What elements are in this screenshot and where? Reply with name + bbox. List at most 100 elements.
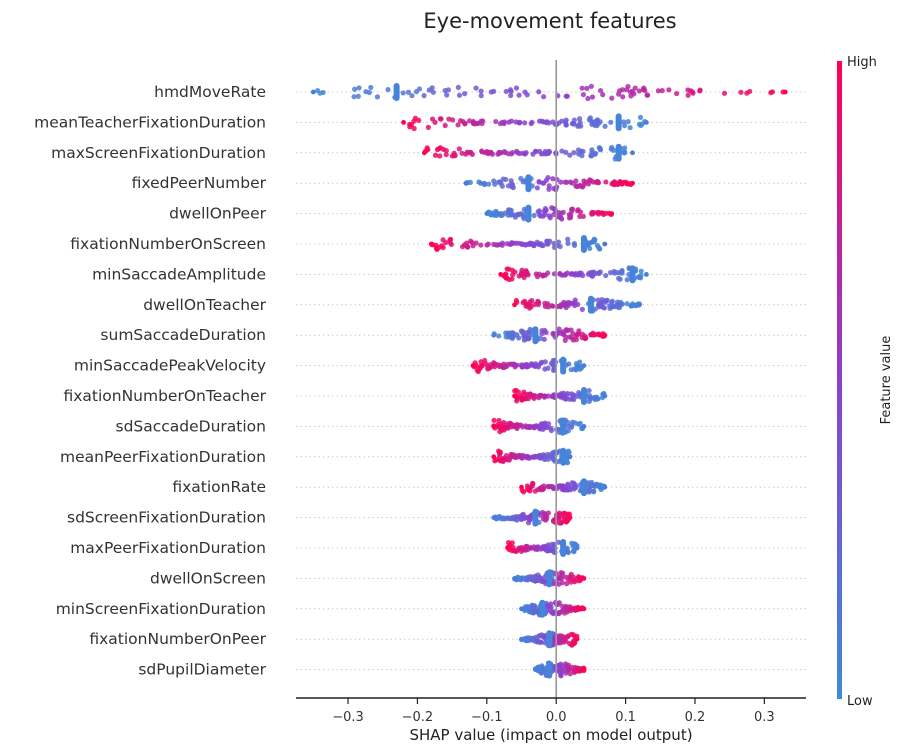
shap-point — [560, 570, 566, 576]
shap-point — [546, 238, 553, 244]
min-point — [519, 606, 524, 612]
shap-point — [494, 242, 501, 248]
min-point — [491, 454, 497, 460]
shap-point — [688, 88, 694, 94]
shap-point — [462, 121, 468, 127]
shap-point — [539, 243, 545, 249]
low-value-cluster — [546, 660, 553, 679]
shap-point — [565, 327, 571, 333]
shap-point — [560, 209, 566, 215]
min-point — [491, 424, 497, 429]
shap-point — [563, 334, 569, 341]
shap-point — [545, 301, 551, 307]
shap-point — [537, 452, 543, 458]
shap-point — [416, 86, 423, 92]
shap-point — [536, 148, 543, 154]
shap-point — [579, 85, 585, 91]
shap-point — [589, 479, 595, 486]
shap-point — [721, 90, 728, 96]
shap-point — [491, 241, 497, 247]
feature-label: maxScreenFixationDuration — [51, 144, 266, 162]
shap-point — [532, 148, 539, 154]
shap-point — [456, 146, 462, 152]
shap-point — [597, 87, 604, 94]
shap-point — [558, 179, 564, 185]
shap-point — [448, 241, 454, 248]
shap-point — [570, 632, 577, 638]
shap-point — [576, 421, 582, 427]
shap-point — [560, 603, 566, 609]
shap-point — [529, 297, 535, 304]
shap-point — [491, 88, 497, 94]
shap-point — [508, 151, 515, 157]
max-point — [602, 393, 608, 399]
shap-point — [478, 242, 484, 248]
low-value-cluster — [539, 599, 546, 618]
shap-point — [525, 576, 531, 583]
shap-point — [526, 393, 532, 399]
low-value-cluster — [560, 417, 567, 436]
shap-point — [496, 417, 502, 424]
shap-point — [566, 485, 572, 491]
shap-point — [545, 365, 551, 371]
max-point — [602, 332, 608, 338]
shap-point — [589, 119, 595, 125]
shap-point — [588, 332, 594, 338]
shap-point — [478, 88, 484, 94]
shap-point — [624, 181, 631, 187]
shap-point — [541, 208, 547, 215]
shap-point — [543, 119, 549, 126]
shap-point — [488, 149, 494, 155]
low-value-cluster — [525, 174, 532, 193]
shap-point — [557, 640, 563, 646]
shap-point — [478, 362, 484, 369]
feature-label: sdScreenFixationDuration — [67, 509, 266, 527]
shap-point — [580, 91, 586, 98]
shap-point — [535, 638, 541, 645]
shap-point — [556, 575, 563, 581]
shap-point — [529, 480, 536, 487]
shap-point — [560, 486, 566, 492]
shap-point — [556, 600, 562, 606]
shap-point — [514, 453, 520, 459]
shap-point — [442, 122, 448, 129]
shap-point — [609, 95, 615, 101]
shap-point — [500, 176, 506, 182]
max-point — [567, 515, 573, 520]
shap-point — [407, 124, 413, 130]
colorbar-high-label: High — [847, 55, 877, 70]
shap-point — [558, 520, 564, 526]
shap-point — [493, 208, 499, 214]
shap-point — [567, 152, 573, 158]
shap-point — [602, 123, 608, 129]
max-point — [602, 241, 608, 247]
shap-point — [559, 272, 565, 278]
x-tick-label: −0.2 — [402, 710, 434, 725]
shap-point — [549, 450, 555, 457]
shap-point — [425, 124, 431, 130]
shap-point — [510, 330, 516, 336]
shap-point — [496, 149, 502, 155]
shap-point — [523, 545, 529, 551]
shap-point — [426, 87, 432, 93]
shap-point — [525, 272, 531, 278]
shap-point — [585, 95, 591, 102]
shap-point — [551, 211, 557, 218]
shap-point — [509, 267, 515, 273]
shap-point — [551, 185, 557, 192]
shap-point — [573, 337, 579, 343]
shap-point — [527, 326, 533, 332]
shap-point — [630, 302, 636, 309]
shap-point — [638, 268, 644, 274]
shap-point — [592, 122, 598, 128]
shap-point — [351, 94, 357, 100]
shap-point — [368, 84, 374, 91]
shap-point — [478, 93, 484, 99]
shap-point — [568, 367, 574, 373]
shap-point — [509, 335, 515, 342]
shap-point — [627, 125, 633, 131]
shap-point — [555, 239, 562, 245]
shap-point — [447, 237, 453, 243]
max-point — [567, 454, 573, 460]
